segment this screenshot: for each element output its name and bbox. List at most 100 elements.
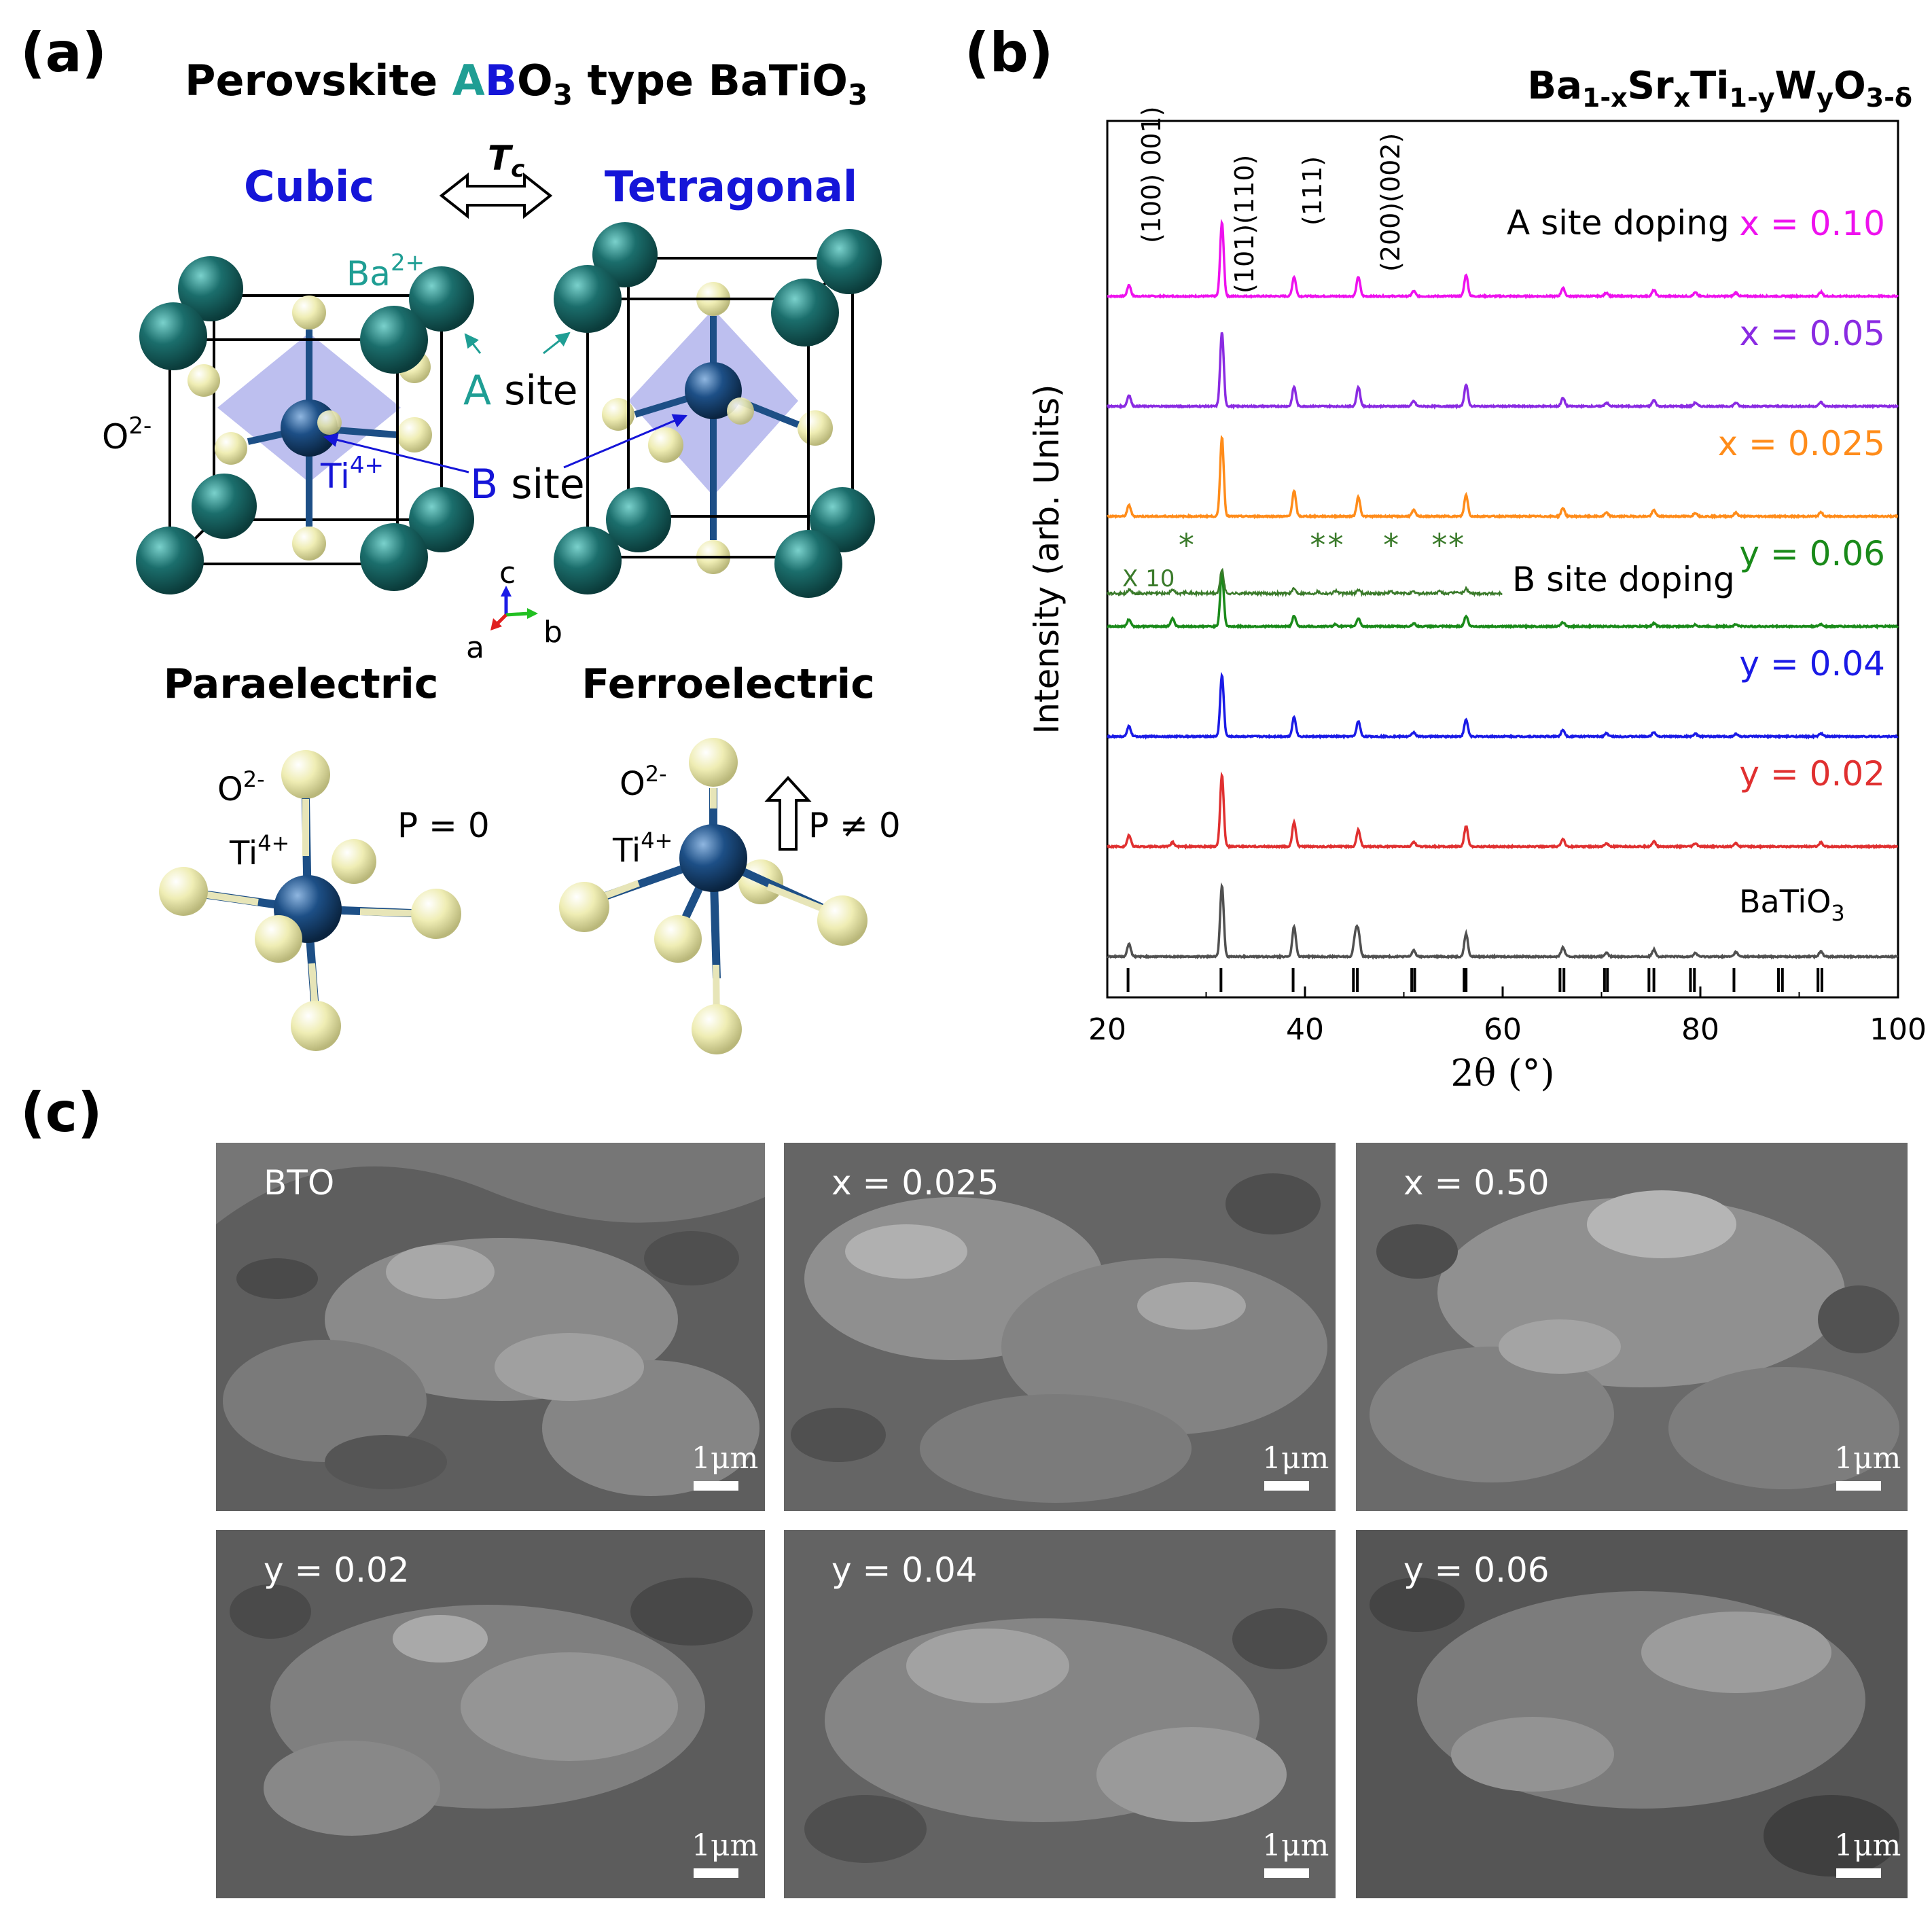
b-site-label: B site xyxy=(470,461,585,508)
ferroelectric-label: Ferroelectric xyxy=(582,660,875,708)
sem-image-y-0-04: y = 0.04 1μm xyxy=(784,1530,1336,1898)
sem-image-bto: BTO 1μm xyxy=(216,1143,765,1511)
ferroelectric-octahedron xyxy=(559,738,867,1054)
batio3-label: BaTiO3 xyxy=(1739,883,1845,926)
sem-texture xyxy=(784,1530,1336,1898)
impurity-marker: * xyxy=(1448,527,1464,563)
impurity-marker: * xyxy=(1179,527,1194,563)
sem-sample-label: x = 0.025 xyxy=(831,1163,999,1203)
x-tick-label: 20 xyxy=(1088,1012,1126,1047)
scale-bar: 1μm xyxy=(1262,1441,1329,1491)
crystal-axes-icon xyxy=(490,586,538,630)
sem-image-y-0-06: y = 0.06 1μm xyxy=(1356,1530,1908,1898)
scale-bar: 1μm xyxy=(1834,1441,1901,1491)
scale-bar-line xyxy=(1836,1481,1881,1491)
panel-c-label-svg: (c) xyxy=(20,1081,103,1144)
ferro-o-label: O2- xyxy=(620,761,667,803)
inset-x10-group: * * * * * * xyxy=(1106,527,1503,598)
series-labels: x = 0.10 x = 0.05 x = 0.025 y = 0.06 y = 0.0… xyxy=(1718,204,1885,794)
b-site-doping-label: B site doping xyxy=(1512,560,1735,599)
series-label: x = 0.05 xyxy=(1739,314,1885,353)
peak-label-200-002: (200)(002) xyxy=(1376,133,1406,272)
series-group xyxy=(1107,218,1899,960)
axis-a-label: a xyxy=(466,630,484,665)
impurity-marker: * xyxy=(1431,527,1447,563)
series-line xyxy=(1107,882,1899,960)
para-ti-label: Ti4+ xyxy=(229,830,289,872)
sem-sample-label: x = 0.50 xyxy=(1403,1163,1550,1203)
impurity-marker: * xyxy=(1310,527,1325,563)
scale-bar-line xyxy=(1836,1868,1881,1878)
scale-bar-label: 1μm xyxy=(1834,1441,1901,1476)
series-line xyxy=(1107,572,1899,630)
x-axis-label: 2θ (°) xyxy=(1450,1052,1554,1095)
series-line xyxy=(1107,771,1899,850)
scale-bar-label: 1μm xyxy=(692,1441,759,1476)
x-tick-label: 40 xyxy=(1286,1012,1324,1047)
axis-b-label: b xyxy=(543,615,562,650)
sem-texture xyxy=(784,1143,1336,1511)
scale-bar-label: 1μm xyxy=(1262,1828,1329,1863)
panel-b-label: (b) xyxy=(965,21,1053,84)
y-axis-label: Intensity (arb. Units) xyxy=(1027,384,1067,734)
phase-transition-arrow-icon xyxy=(439,172,553,219)
ion-ti-label: Ti4+ xyxy=(320,452,384,496)
scale-bar-line xyxy=(1264,1868,1309,1878)
x-ticks: 20 40 60 80 100 xyxy=(1088,986,1927,1047)
series-label: x = 0.10 xyxy=(1739,204,1885,243)
panel-c-label: (c) xyxy=(20,1081,103,1144)
inset-series-line xyxy=(1106,567,1503,598)
xrd-formula-title: Ba1-xSrxTi1-yWyO3-δ xyxy=(1527,64,1912,113)
sem-texture xyxy=(216,1143,765,1511)
inset-x10-label: X 10 xyxy=(1122,565,1175,592)
para-o-label: O2- xyxy=(217,766,265,808)
axis-c-label: c xyxy=(499,556,516,590)
sem-sample-label: BTO xyxy=(264,1163,335,1203)
sem-texture xyxy=(1356,1530,1908,1898)
cubic-unit-cell xyxy=(136,256,474,594)
x-tick-label: 80 xyxy=(1681,1012,1719,1047)
series-label: y = 0.06 xyxy=(1739,534,1885,573)
scale-bar-line xyxy=(1264,1481,1309,1491)
series-line xyxy=(1107,671,1899,740)
ferro-ti-label: Ti4+ xyxy=(612,828,673,870)
sem-sample-label: y = 0.06 xyxy=(1403,1550,1550,1590)
paraelectric-octahedron xyxy=(159,750,461,1051)
scale-bar: 1μm xyxy=(1262,1828,1329,1878)
series-label: y = 0.02 xyxy=(1739,754,1885,794)
series-line xyxy=(1107,434,1899,520)
series-line xyxy=(1107,332,1899,410)
series-label: x = 0.025 xyxy=(1718,424,1885,463)
ion-o-label: O2- xyxy=(102,412,151,457)
series-line xyxy=(1107,218,1899,300)
panel-b-xrd-chart: (b) Ba1-xSrxTi1-yWyO3-δ 20 40 60 80 100 * * * *… xyxy=(965,21,1927,1095)
scale-bar-line xyxy=(694,1481,738,1491)
x-tick-label: 100 xyxy=(1870,1012,1927,1047)
phase-cubic-label: Cubic xyxy=(244,162,374,211)
impurity-marker: * xyxy=(1328,527,1344,563)
sem-image-x-0-50: x = 0.50 1μm xyxy=(1356,1143,1908,1511)
impurity-marker: * xyxy=(1383,527,1399,563)
scale-bar-line xyxy=(694,1868,738,1878)
a-site-doping-label: A site doping xyxy=(1507,203,1730,243)
series-label: y = 0.04 xyxy=(1739,644,1885,683)
curie-temperature-label: Tc xyxy=(488,139,524,183)
scale-bar-label: 1μm xyxy=(692,1828,759,1863)
scale-bar: 1μm xyxy=(692,1441,758,1491)
scale-bar-label: 1μm xyxy=(1834,1828,1901,1863)
paraelectric-label: Paraelectric xyxy=(164,660,439,708)
x-tick-label: 60 xyxy=(1484,1012,1522,1047)
sem-texture xyxy=(1356,1143,1908,1511)
sem-image-y-0-02: y = 0.02 1μm xyxy=(216,1530,765,1898)
phase-tetragonal-label: Tetragonal xyxy=(605,162,857,211)
reference-ticks xyxy=(1126,968,1823,992)
panel-a-title: Perovskite ABO3 type BaTiO3 xyxy=(185,56,867,111)
sem-image-x-0-025: x = 0.025 1μm xyxy=(784,1143,1336,1511)
polarization-zero-label: P = 0 xyxy=(397,806,490,845)
panel-a-label: (a) xyxy=(20,21,107,84)
peak-label-111: (111) xyxy=(1298,156,1327,226)
sem-texture xyxy=(216,1530,765,1898)
a-site-label: A site xyxy=(463,367,578,414)
ion-ba-label: Ba2+ xyxy=(346,249,425,294)
sem-sample-label: y = 0.04 xyxy=(831,1550,978,1590)
